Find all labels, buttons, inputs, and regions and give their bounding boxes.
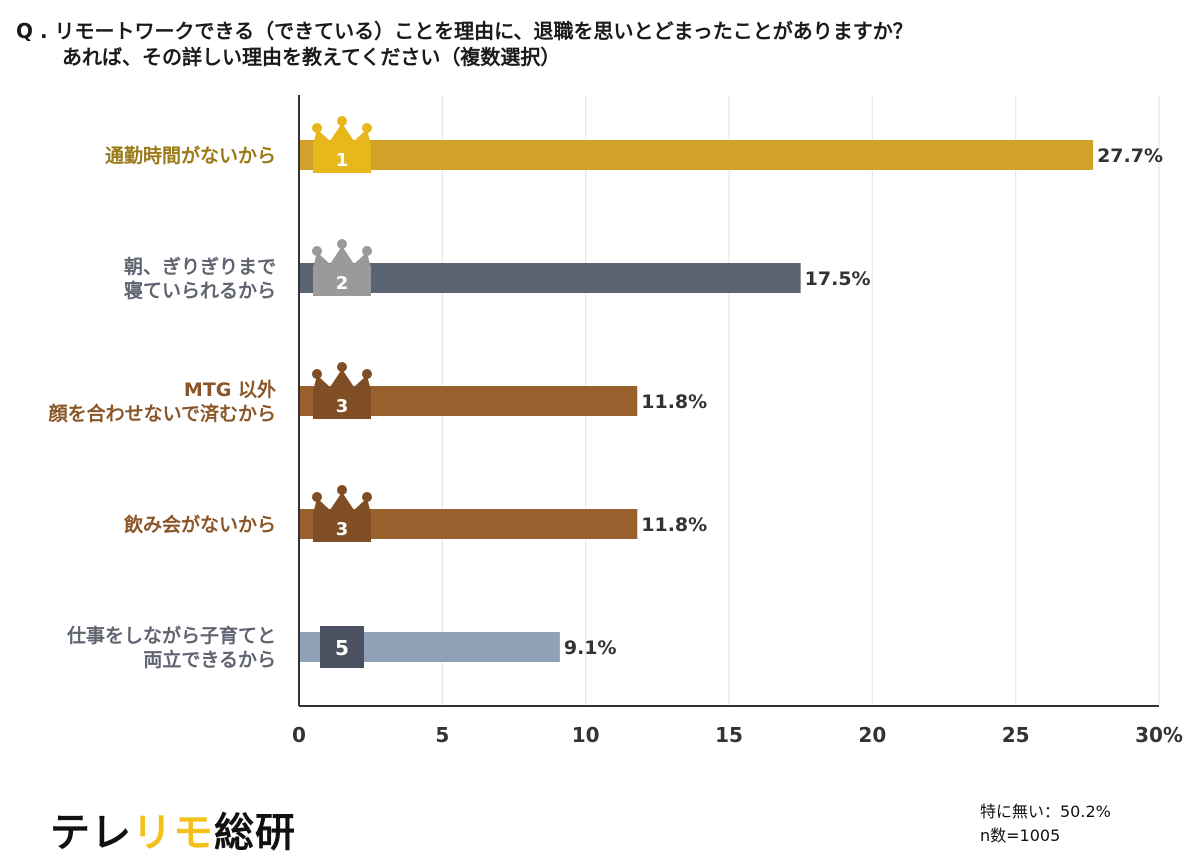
category-label: 仕事をしながら子育てと	[66, 624, 276, 647]
crown-jewel	[337, 239, 347, 249]
x-tick-label: 20	[858, 723, 886, 747]
brand-logo-part-1: テレ	[50, 810, 132, 856]
crown-icon	[312, 116, 372, 145]
crown-jewel	[362, 492, 372, 502]
category-label: 寝ていられるから	[124, 279, 276, 302]
crown-jewel	[312, 123, 322, 133]
brand-logo-part-3: 総研	[214, 810, 296, 856]
crown-icon	[312, 485, 372, 514]
x-tick-label: 10	[572, 723, 600, 747]
bar	[300, 263, 801, 293]
crown-icon	[312, 362, 372, 391]
x-tick-label: 30%	[1135, 723, 1183, 747]
crown-jewel	[337, 362, 347, 372]
category-label: 顔を合わせないで済むから	[48, 402, 276, 425]
sample-size-note: n数=1005	[980, 824, 1111, 848]
brand-logo: テレリモ総研	[50, 800, 296, 858]
data-label: 9.1%	[564, 637, 617, 659]
data-label: 11.8%	[641, 391, 707, 413]
brand-logo-part-2: リモ	[132, 810, 214, 856]
data-label: 17.5%	[805, 268, 871, 290]
category-label: 飲み会がないから	[123, 513, 276, 536]
x-tick-label: 25	[1002, 723, 1030, 747]
data-label: 11.8%	[641, 514, 707, 536]
category-label: 通勤時間がないから	[105, 144, 276, 167]
crown-jewel	[337, 116, 347, 126]
rank-number: 5	[335, 636, 349, 660]
rank-number: 1	[336, 150, 349, 171]
bar	[300, 140, 1093, 170]
footnote: 特に無い：50.2% n数=1005	[980, 800, 1111, 848]
none-percentage-note: 特に無い：50.2%	[980, 800, 1111, 824]
category-label: 朝、ぎりぎりまで	[124, 255, 276, 278]
rank-number: 3	[336, 396, 349, 417]
category-label: MTG 以外	[184, 378, 276, 401]
crown-jewel	[362, 369, 372, 379]
data-label: 27.7%	[1097, 145, 1163, 167]
crown-jewel	[362, 246, 372, 256]
crown-icon	[312, 239, 372, 268]
category-label: 両立できるから	[143, 648, 276, 671]
x-tick-label: 15	[715, 723, 743, 747]
crown-jewel	[312, 369, 322, 379]
rank-number: 3	[336, 519, 349, 540]
rank-number: 2	[336, 273, 349, 294]
crown-jewel	[312, 492, 322, 502]
x-tick-label: 0	[292, 723, 306, 747]
crown-jewel	[362, 123, 372, 133]
crown-jewel	[312, 246, 322, 256]
x-tick-label: 5	[435, 723, 449, 747]
crown-jewel	[337, 485, 347, 495]
bar-chart: 0 5 10 15 20 25 30%通勤時間がないから 1 27.7%朝、ぎりぎりまで寝ていら…	[0, 0, 1200, 862]
